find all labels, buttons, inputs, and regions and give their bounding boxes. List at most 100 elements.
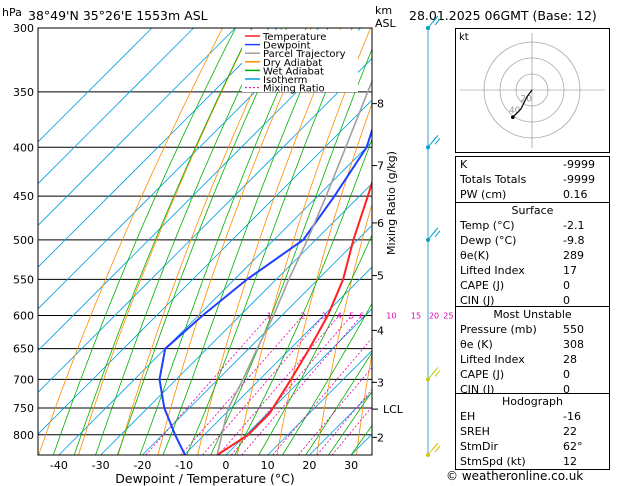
unstable-cape-row: CAPE (J) 0 xyxy=(456,367,609,382)
unstable-thetae-row: θe (K) 308 xyxy=(456,337,609,352)
temperature-tick-label: -20 xyxy=(133,459,151,472)
isotherm-line xyxy=(38,28,361,352)
wet-adiabat-line xyxy=(305,351,372,455)
height-tick-label: 2 xyxy=(377,431,384,444)
height-tick-label: 8 xyxy=(377,98,384,111)
temperature-tick-label: 20 xyxy=(302,459,316,472)
legend-label: Isotherm xyxy=(263,75,307,86)
unstable-title: Most Unstable xyxy=(493,308,572,321)
pw-row: PW (cm) 0.16 xyxy=(456,187,609,202)
height-tick-label: 4 xyxy=(377,324,384,337)
surface-temp-label: Temp (°C) xyxy=(460,219,515,232)
dry-adiabat-line xyxy=(38,28,223,455)
hodo-ring-label: 20 xyxy=(520,95,532,105)
pressure-tick-label: 700 xyxy=(13,373,34,386)
hodograph-table: Hodograph EH -16 SREH 22 StmDir 62° StmSpd … xyxy=(455,393,610,470)
series-parcel-trajectory xyxy=(216,79,372,455)
isotherm-line xyxy=(38,28,236,226)
stmspd-label: StmSpd (kt) xyxy=(460,455,526,468)
unstable-pres-value: 550 xyxy=(563,323,584,336)
hodograph-trace xyxy=(512,89,533,118)
surface-li-row: Lifted Index 17 xyxy=(456,263,609,278)
wet-adiabat-line xyxy=(52,28,236,455)
unstable-pres-row: Pressure (mb) 550 xyxy=(456,322,609,337)
eh-label: EH xyxy=(460,410,476,423)
stmdir-value: 62° xyxy=(563,440,583,453)
mixing-ratio-line xyxy=(331,406,372,455)
wet-adiabat-line xyxy=(95,28,270,455)
unstable-cin-value: 0 xyxy=(563,383,570,396)
wind-barb xyxy=(427,134,441,148)
wet-adiabat-line xyxy=(210,48,372,455)
surface-temp-value: -2.1 xyxy=(563,219,585,232)
height-unit-km: km xyxy=(375,4,393,17)
location-title: 38°49'N 35°26'E 1553m ASL xyxy=(28,8,208,23)
height-unit-asl: ASL xyxy=(375,17,396,30)
mixing-ratio-label: 15 xyxy=(411,311,421,320)
legend-label: Temperature xyxy=(262,32,326,43)
lcl-label: LCL xyxy=(383,403,404,416)
isotherm-line xyxy=(225,308,372,455)
surface-dewp-label: Dewp (°C) xyxy=(460,234,517,247)
pressure-tick-label: 300 xyxy=(13,22,34,35)
legend-label: Dewpoint xyxy=(263,41,311,52)
mixing-ratio-label: 6 xyxy=(359,311,364,320)
dry-adiabat-line xyxy=(276,102,372,455)
isotherm-line xyxy=(38,28,153,143)
unstable-li-row: Lifted Index 28 xyxy=(456,352,609,367)
eh-row: EH -16 xyxy=(456,409,609,424)
mixing-ratio-line xyxy=(218,315,340,455)
isotherm-line xyxy=(183,266,372,455)
temperature-tick-label: 30 xyxy=(344,459,358,472)
wet-adiabat-line xyxy=(186,28,353,455)
sreh-label: SREH xyxy=(460,425,490,438)
unstable-thetae-label: θe (K) xyxy=(460,338,493,351)
legend-label: Wet Adiabat xyxy=(263,66,324,77)
surface-cin-label: CIN (J) xyxy=(460,294,495,307)
surface-thetae-label: θe(K) xyxy=(460,249,490,262)
sreh-row: SREH 22 xyxy=(456,424,609,439)
unstable-cin-row: CIN (J) 0 xyxy=(456,382,609,397)
mixing-ratio-line xyxy=(230,315,352,455)
dry-adiabat-line xyxy=(157,28,312,455)
tt-row: Totals Totals -9999 xyxy=(456,172,609,187)
surface-cape-row: CAPE (J) 0 xyxy=(456,278,609,293)
mixing-ratio-line xyxy=(272,337,372,455)
pressure-tick-label: 800 xyxy=(13,429,34,442)
k-value: -9999 xyxy=(563,158,595,171)
tt-label: Totals Totals xyxy=(460,173,527,186)
mixing-ratio-label: 25 xyxy=(443,311,453,320)
wet-adiabat-line xyxy=(117,28,288,455)
x-axis-title: Dewpoint / Temperature (°C) xyxy=(115,471,294,486)
height-tick-label: 3 xyxy=(377,376,384,389)
isotherm-line xyxy=(38,28,278,268)
legend-box xyxy=(242,30,358,92)
pw-label: PW (cm) xyxy=(460,188,507,201)
mixing-ratio-label: 1 xyxy=(267,311,272,320)
hodograph-kt-label: kt xyxy=(459,32,469,43)
height-unit-label: km ASL xyxy=(375,4,396,30)
dry-adiabat-line xyxy=(356,351,372,455)
unstable-cin-label: CIN (J) xyxy=(460,383,495,396)
unstable-table: Most Unstable Pressure (mb) 550 θe (K) 308… xyxy=(455,306,610,398)
temperature-tick-label: -30 xyxy=(92,459,110,472)
footer-copyright: © weatheronline.co.uk xyxy=(446,469,584,483)
dry-adiabat-line xyxy=(316,202,372,455)
mixing-ratio-line xyxy=(145,315,270,455)
surface-cin-value: 0 xyxy=(563,294,570,307)
pressure-tick-label: 550 xyxy=(13,273,34,286)
pressure-tick-label: 400 xyxy=(13,141,34,154)
isotherm-line xyxy=(38,57,372,393)
isotherm-line xyxy=(58,141,372,455)
wet-adiabat-line xyxy=(73,28,253,455)
unstable-thetae-value: 308 xyxy=(563,338,584,351)
surface-cape-value: 0 xyxy=(563,279,570,292)
stmdir-label: StmDir xyxy=(460,440,499,453)
wind-barb xyxy=(427,442,441,456)
surface-li-value: 17 xyxy=(563,264,577,277)
pressure-tick-label: 750 xyxy=(13,402,34,415)
surface-title: Surface xyxy=(511,204,554,217)
tt-value: -9999 xyxy=(563,173,595,186)
dry-adiabat-line xyxy=(117,28,283,455)
